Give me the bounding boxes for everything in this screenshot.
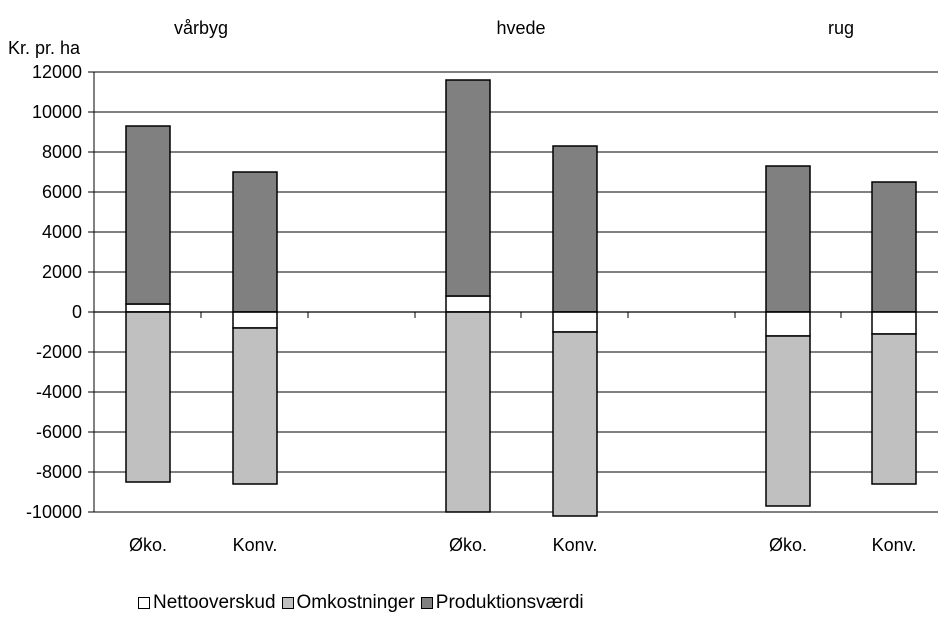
y-tick-label: 12000 <box>32 62 82 82</box>
bar-produktionsvrdi-5 <box>871 181 917 313</box>
bar-nettooverskud-3 <box>552 311 598 333</box>
bar-omkostninger-2 <box>445 311 491 513</box>
bar-omkostninger-0 <box>125 311 171 483</box>
bar-produktionsvrdi-3 <box>552 145 598 313</box>
x-category-label: Konv. <box>233 535 278 555</box>
bars <box>125 79 917 517</box>
y-tick-label: 6000 <box>42 182 82 202</box>
y-tick-label: 8000 <box>42 142 82 162</box>
bar-produktionsvrdi-0 <box>125 125 171 305</box>
bar-nettooverskud-1 <box>232 311 278 329</box>
bar-nettooverskud-5 <box>871 311 917 335</box>
x-category-label: Konv. <box>553 535 598 555</box>
bar-produktionsvrdi-1 <box>232 171 278 313</box>
legend-label-omkostninger: Omkostninger <box>296 592 415 613</box>
y-tick-label: -8000 <box>36 462 82 482</box>
bar-nettooverskud-2 <box>445 295 491 313</box>
bar-omkostninger-1 <box>232 327 278 485</box>
y-tick-label: 2000 <box>42 262 82 282</box>
bar-omkostninger-3 <box>552 331 598 517</box>
y-tick-label: -6000 <box>36 422 82 442</box>
legend-label-nettooverskud: Nettooverskud <box>153 592 276 613</box>
legend-swatch-produktionsvaerdi <box>420 597 433 609</box>
legend-item-omkostninger: Omkostninger <box>281 592 415 614</box>
group-label: vårbyg <box>174 18 228 38</box>
y-tick-label: 4000 <box>42 222 82 242</box>
x-category-label: Øko. <box>129 535 167 555</box>
y-tick-label: -10000 <box>26 502 82 522</box>
legend-label-produktionsvaerdi: Produktionsværdi <box>435 592 584 613</box>
y-tick-label: -4000 <box>36 382 82 402</box>
labels: 12000 10000 8000 6000 4000 2000 0 -2000 -4000 -60… <box>8 18 916 555</box>
bar-omkostninger-5 <box>871 333 917 485</box>
axes <box>88 71 938 513</box>
y-tick-label: 10000 <box>32 102 82 122</box>
x-category-label: Øko. <box>449 535 487 555</box>
bar-nettooverskud-4 <box>765 311 811 337</box>
legend-swatch-nettooverskud <box>138 597 150 609</box>
bar-nettooverskud-0 <box>125 303 171 313</box>
y-tick-label: -2000 <box>36 342 82 362</box>
legend-item-nettooverskud: Nettooverskud <box>138 592 276 614</box>
bar-omkostninger-4 <box>765 335 811 507</box>
legend-swatch-omkostninger <box>281 597 294 609</box>
group-label: hvede <box>496 18 545 38</box>
x-category-label: Øko. <box>769 535 807 555</box>
gridlines <box>94 71 938 513</box>
x-category-label: Konv. <box>872 535 917 555</box>
y-axis-title: Kr. pr. ha <box>8 38 81 58</box>
bar-produktionsvrdi-2 <box>445 79 491 297</box>
group-label: rug <box>828 18 854 38</box>
bar-produktionsvrdi-4 <box>765 165 811 313</box>
y-tick-label: 0 <box>72 302 82 322</box>
legend-item-produktionsvaerdi: Produktionsværdi <box>420 592 584 614</box>
legend: Nettooverskud Omkostninger Produktionsvæ… <box>138 592 590 614</box>
